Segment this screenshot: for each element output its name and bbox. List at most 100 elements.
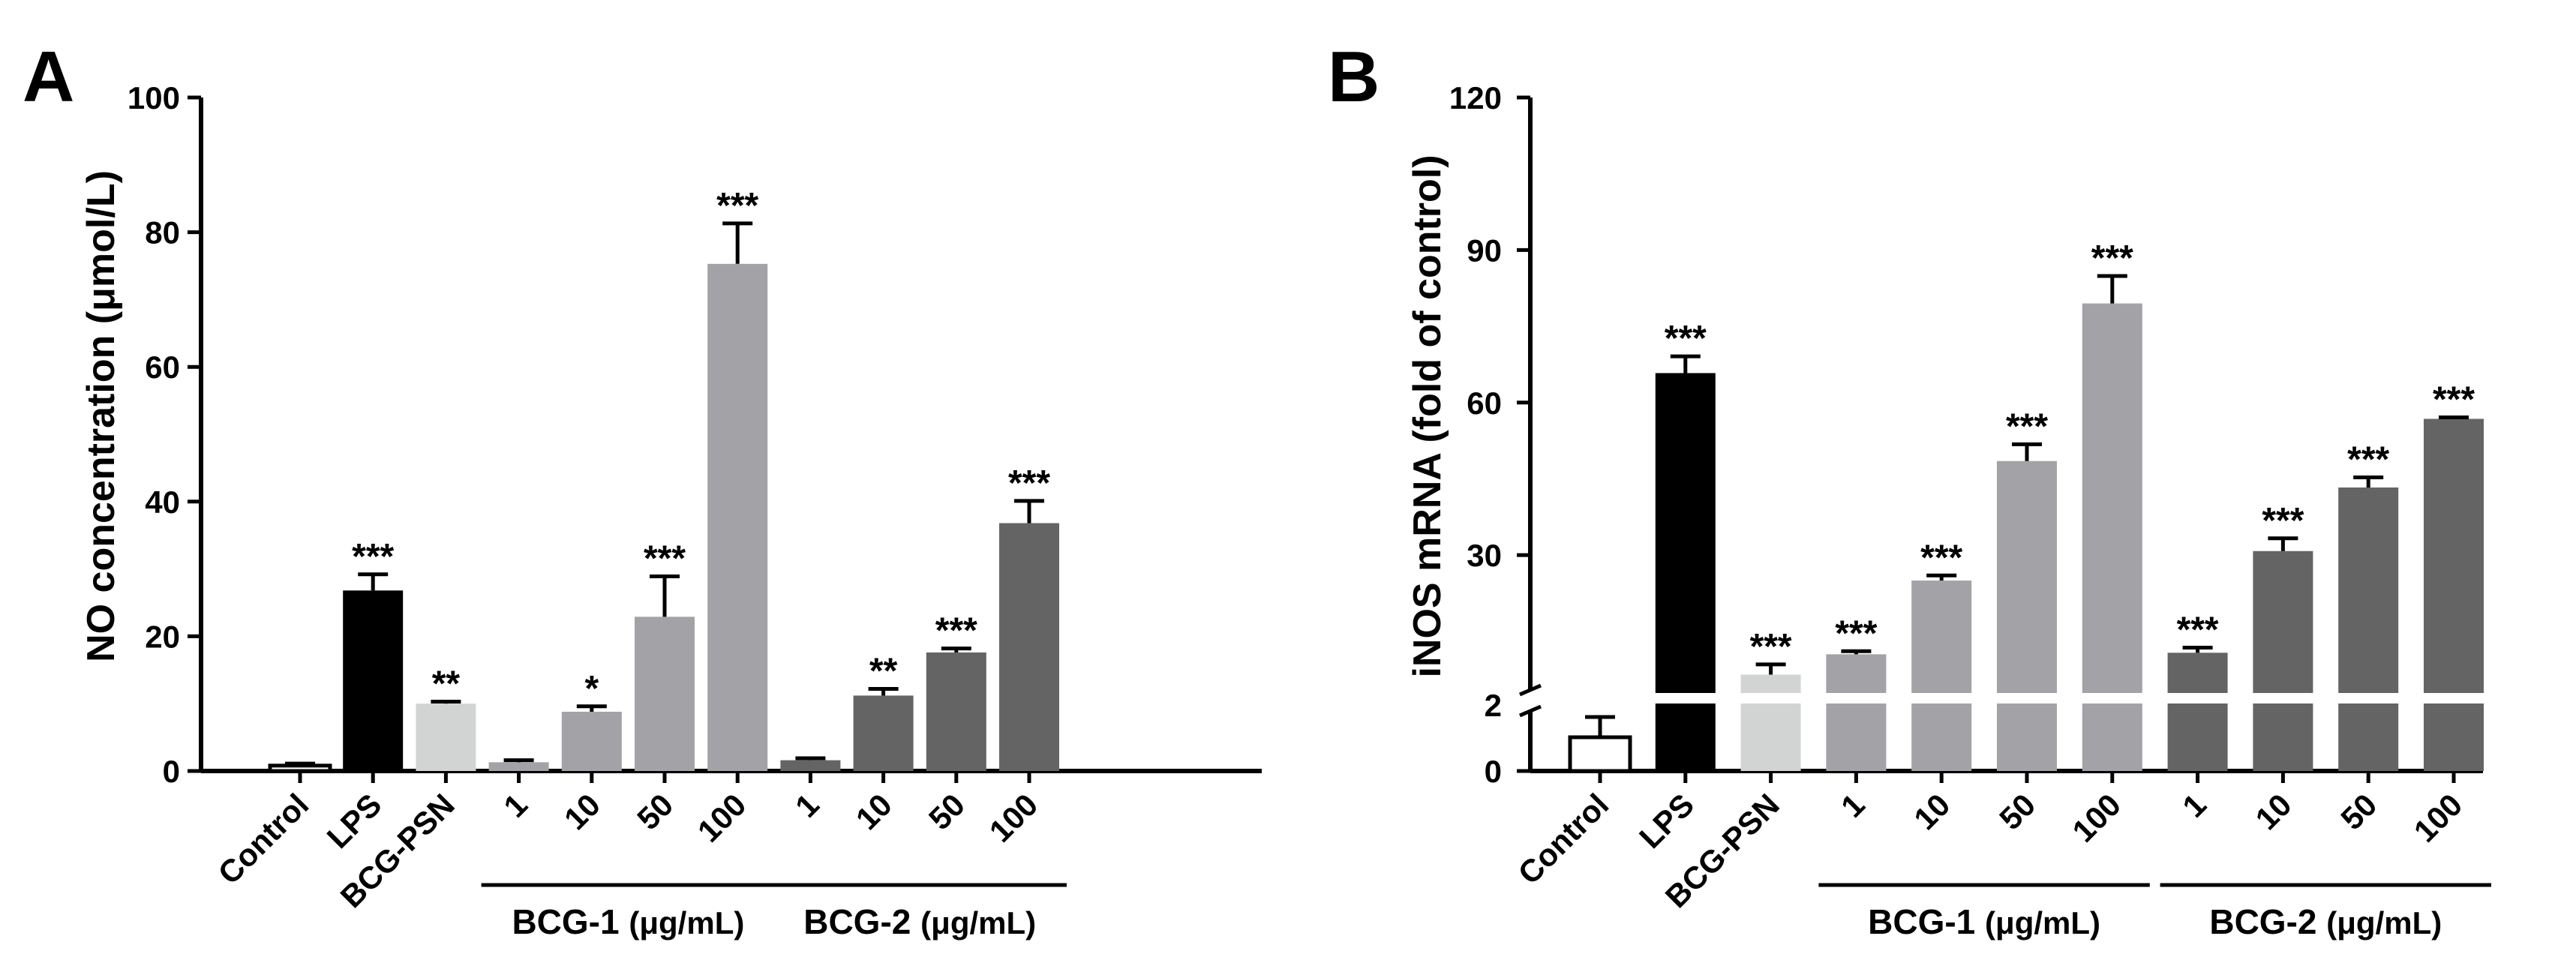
- category-label: 1: [788, 787, 826, 824]
- bar: [1826, 654, 1887, 771]
- tick-labels-b: 0 2 30 60 90 120: [1449, 80, 1502, 789]
- y-tick-label: 80: [145, 215, 180, 250]
- significance-label: ***: [2262, 501, 2304, 541]
- y-tick-label: 0: [1485, 754, 1502, 789]
- group-label: BCG-2 (μg/mL): [803, 902, 1036, 941]
- axis-break-mark: [1519, 683, 1542, 697]
- axis-break-band: [1535, 693, 2487, 704]
- category-label: 100: [983, 787, 1045, 849]
- y-axis-label-b: iNOS mRNA (fold of control): [1406, 154, 1449, 677]
- significance-label: ***: [935, 611, 977, 651]
- group-name: BCG-2: [803, 902, 920, 941]
- category-label: Control: [212, 787, 316, 891]
- group-labels-b: BCG-1 (μg/mL) BCG-2 (μg/mL): [1818, 883, 2491, 941]
- bar: [2253, 550, 2313, 771]
- panel-a: A NO concentration (μmol/L) ***** *******…: [23, 37, 1262, 941]
- bar: [999, 523, 1059, 771]
- group-unit: (μg/mL): [1985, 905, 2100, 940]
- bar: [1740, 674, 1801, 771]
- significance-label: **: [869, 651, 898, 691]
- significance-label: ***: [2177, 610, 2219, 650]
- panel-b: B iNOS mRNA (fold of control) ****** ****…: [1328, 37, 2491, 941]
- significance-label: ***: [2006, 406, 2048, 446]
- y-tick-label: 30: [1467, 538, 1502, 573]
- group-unit: (μg/mL): [920, 905, 1036, 940]
- significance-label: ***: [2433, 380, 2475, 419]
- bar: [2167, 652, 2228, 771]
- group-name: BCG-1: [1868, 902, 1985, 941]
- significance-label: ***: [352, 537, 394, 577]
- significance-label: ***: [1008, 464, 1050, 503]
- y-tick-label: 60: [145, 350, 180, 385]
- significance-label: ***: [2091, 238, 2133, 278]
- significance-label: *: [584, 669, 599, 709]
- bar: [268, 764, 332, 773]
- category-label: 10: [849, 787, 899, 836]
- category-label: Control: [1512, 787, 1616, 891]
- significance-label: ***: [2347, 440, 2389, 479]
- tick-labels-a: 0 20 40 60 80 100: [128, 80, 180, 789]
- y-axis-label-a: NO concentration (μmol/L): [80, 170, 123, 662]
- bars-b: *** *** *** *** *** *** *** *** *** ***: [1535, 238, 2487, 773]
- bar: [853, 695, 914, 771]
- significance-label: ***: [1750, 627, 1792, 667]
- bar: [926, 652, 986, 771]
- bar: [1655, 373, 1716, 771]
- category-label: 10: [2248, 787, 2298, 836]
- group-unit: (μg/mL): [2326, 905, 2442, 940]
- bar: [343, 590, 404, 771]
- significance-label: ***: [1835, 614, 1877, 653]
- bar: [635, 616, 695, 771]
- bar: [1997, 460, 2057, 771]
- bar: [707, 263, 768, 771]
- y-tick-label: 2: [1485, 688, 1502, 723]
- bars-a: ***** ***************: [268, 186, 1059, 773]
- category-label: 50: [2334, 787, 2383, 836]
- panel-letter-b: B: [1328, 37, 1380, 117]
- significance-label: ***: [644, 538, 686, 578]
- y-tick-label: 40: [145, 484, 180, 520]
- bar: [2424, 418, 2484, 771]
- significance-label: ***: [1665, 319, 1707, 358]
- category-label: LPS: [1632, 787, 1701, 855]
- category-label: 100: [2407, 787, 2469, 849]
- bar: [1911, 580, 1972, 771]
- significance-label: **: [432, 664, 461, 704]
- category-label: 50: [922, 787, 971, 836]
- axis-break-mark: [1519, 704, 1542, 718]
- category-label: 100: [691, 787, 753, 849]
- group-name: BCG-1: [512, 902, 629, 941]
- y-tick-label: 120: [1449, 80, 1502, 116]
- category-label: 1: [1834, 787, 1872, 824]
- bar: [780, 760, 841, 771]
- y-tick-label: 0: [163, 754, 180, 789]
- panel-letter-a: A: [23, 37, 74, 117]
- group-labels-a: BCG-1 (μg/mL) BCG-2 (μg/mL): [481, 883, 1067, 941]
- category-label: 1: [497, 787, 534, 824]
- bar: [488, 762, 549, 771]
- group-name: BCG-2: [2209, 902, 2326, 941]
- y-tick-label: 20: [145, 619, 180, 654]
- category-label: 1: [2175, 787, 2213, 824]
- category-label: 10: [557, 787, 607, 836]
- y-tick-label: 90: [1467, 232, 1502, 268]
- group-label: BCG-1 (μg/mL): [1868, 902, 2100, 941]
- y-tick-label: 100: [128, 80, 180, 116]
- category-label: 50: [1992, 787, 2042, 836]
- category-label: 100: [2065, 787, 2127, 849]
- significance-label: ***: [1920, 538, 1962, 578]
- group-label: BCG-2 (μg/mL): [2209, 902, 2442, 941]
- bar: [561, 711, 622, 771]
- significance-label: ***: [716, 186, 758, 226]
- bar: [416, 704, 476, 771]
- group-label: BCG-1 (μg/mL): [512, 902, 744, 941]
- bar: [2338, 488, 2399, 771]
- bar: [1568, 735, 1632, 773]
- group-unit: (μg/mL): [629, 905, 744, 940]
- category-label: 50: [630, 787, 680, 836]
- category-label: 10: [1907, 787, 1956, 836]
